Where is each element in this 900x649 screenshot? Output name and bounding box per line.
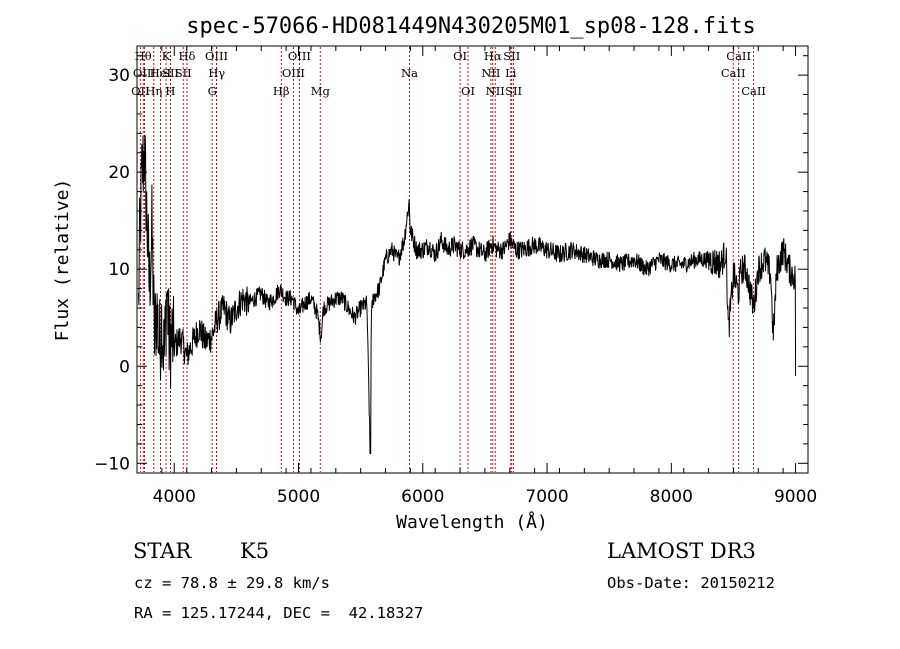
spectrum-line — [138, 134, 797, 455]
line-marker-label-26: CaII — [726, 49, 751, 63]
subclass: K5 — [240, 539, 270, 563]
line-marker-label-9: SII — [175, 66, 192, 80]
redshift-value: cz = 78.8 ± 29.8 km/s — [134, 574, 330, 592]
emission-line-markers: OIIHθOIIIHηHeIKSIIHHδSIIGOIIIHγHβOIIIOII… — [131, 47, 766, 472]
line-marker-label-20: Hα — [484, 49, 502, 63]
line-marker-label-16: Mg — [311, 84, 331, 98]
chart-title: spec-57066-HD081449N430205M01_sp08-128.f… — [186, 14, 756, 39]
line-marker-label-17: Na — [401, 66, 418, 80]
x-tick-label-1: 5000 — [277, 487, 320, 507]
y-tick-label-4: 30 — [108, 66, 130, 86]
line-marker-label-22: NII — [486, 84, 505, 98]
obs-date: Obs-Date: 20150212 — [607, 574, 775, 592]
y-tick-label-2: 10 — [108, 260, 130, 280]
x-tick-label-2: 6000 — [401, 487, 444, 507]
object-type: STAR — [133, 539, 192, 563]
line-marker-label-18: OI — [453, 49, 467, 63]
line-marker-label-7: H — [165, 84, 175, 98]
line-marker-label-28: CaII — [741, 84, 766, 98]
line-marker-label-1: Hθ — [135, 49, 152, 63]
line-marker-label-25: SII — [505, 84, 522, 98]
plot-frame — [136, 45, 809, 474]
axis-tick-labels: 4000 5000 6000 7000 8000 9000 −10 0 10 20 30 — [94, 66, 817, 507]
line-marker-label-13: Hβ — [273, 84, 290, 98]
y-axis-label: Flux (relative) — [52, 179, 73, 342]
line-marker-label-12: Hγ — [208, 66, 225, 80]
x-axis-label: Wavelength (Å) — [396, 511, 548, 533]
x-tick-label-4: 8000 — [650, 487, 693, 507]
axis-ticks — [136, 46, 809, 473]
line-marker-label-23: SII — [503, 49, 520, 63]
y-tick-label-1: 0 — [119, 357, 130, 377]
x-tick-label-3: 7000 — [525, 487, 568, 507]
survey-name: LAMOST DR3 — [607, 539, 756, 563]
line-marker-label-21: NII — [481, 66, 500, 80]
line-marker-label-24: Li — [505, 66, 517, 80]
line-marker-label-5: K — [162, 49, 171, 63]
line-marker-label-8: Hδ — [178, 49, 195, 63]
line-marker-label-3: Hη — [145, 84, 162, 98]
line-marker-label-19: OI — [461, 84, 475, 98]
line-marker-label-15: OIII — [282, 66, 305, 80]
line-marker-label-2: OIII — [133, 66, 156, 80]
line-marker-label-0: OII — [131, 84, 150, 98]
x-tick-label-5: 9000 — [774, 487, 817, 507]
line-marker-label-10: G — [208, 84, 217, 98]
y-tick-label-3: 20 — [108, 163, 130, 183]
line-marker-label-14: OIII — [288, 49, 311, 63]
x-tick-label-0: 4000 — [153, 487, 196, 507]
y-tick-label-0: −10 — [94, 454, 130, 474]
line-marker-label-27: CaII — [721, 66, 746, 80]
coordinates: RA = 125.17244, DEC = 42.18327 — [134, 604, 424, 622]
